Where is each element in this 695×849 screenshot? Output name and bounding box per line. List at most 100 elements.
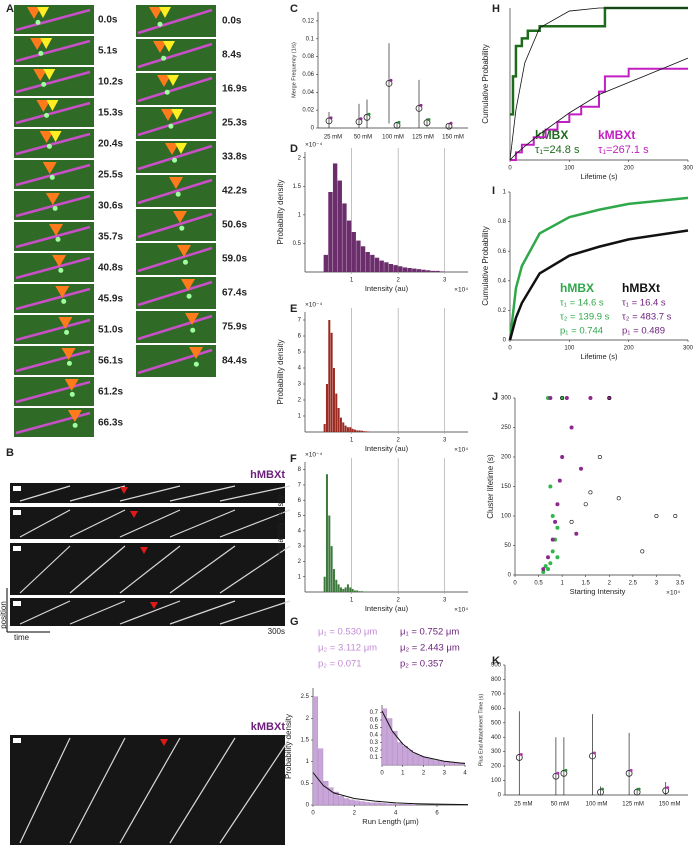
arrowhead xyxy=(27,7,41,19)
y-tick-label: 0 xyxy=(498,793,502,799)
time-label: 40.8s xyxy=(98,263,123,274)
filament xyxy=(15,163,91,187)
x-tick-label: 200 xyxy=(624,166,635,172)
data-point xyxy=(359,117,363,121)
filament xyxy=(15,194,91,218)
y-tick-label: 1 xyxy=(306,759,310,765)
cluster xyxy=(161,55,167,61)
y-tick-label: 7 xyxy=(298,483,302,489)
mean-point xyxy=(560,769,568,777)
x-tick-label: 1 xyxy=(560,581,564,587)
mean-point xyxy=(515,754,523,761)
arrowhead xyxy=(39,131,54,143)
mean-point xyxy=(355,118,363,126)
x-tick-label: 50 mM xyxy=(551,802,569,808)
mean-point xyxy=(325,117,333,125)
bar xyxy=(423,757,429,766)
annotation: τ₂ = 483.7 s xyxy=(622,312,672,323)
time-label: 20.4s xyxy=(98,139,123,150)
x-axis-label: Starting Intensity xyxy=(570,587,626,596)
kymograph xyxy=(10,543,285,595)
y-tick-label: 0.1 xyxy=(306,36,315,42)
x-tick-label: 125 mM xyxy=(412,135,434,141)
mean-point xyxy=(415,104,423,112)
point xyxy=(574,531,579,536)
time-label: 50.6s xyxy=(222,220,247,231)
filament xyxy=(15,318,91,342)
data-point xyxy=(419,103,423,107)
bar xyxy=(353,590,356,592)
x-tick-label: 2 xyxy=(396,278,400,284)
track xyxy=(69,509,126,538)
bar xyxy=(346,220,352,272)
y-tick-label: 0.2 xyxy=(370,748,379,754)
point xyxy=(555,525,560,530)
mean-point xyxy=(393,121,401,129)
bar xyxy=(323,576,326,592)
panel-label: E xyxy=(290,303,297,315)
arrowhead xyxy=(45,193,60,205)
bar xyxy=(330,332,333,432)
bar xyxy=(428,758,434,766)
y-tick-label: 50 xyxy=(504,543,511,549)
point xyxy=(597,454,602,459)
y-tick-label: 1 xyxy=(298,212,302,218)
bar xyxy=(323,781,329,806)
cluster xyxy=(157,21,163,27)
bar xyxy=(335,393,338,432)
bar xyxy=(412,753,419,766)
arrowhead xyxy=(43,69,56,80)
series-label: hMBXt xyxy=(622,281,660,295)
axis-exponent: ×10⁴ xyxy=(454,447,468,454)
y-axis-label: Plus End Attachment Time (s) xyxy=(478,694,484,767)
time-label: 45.9s xyxy=(98,294,123,305)
bar xyxy=(328,787,334,806)
time-label: 10.2s xyxy=(98,77,123,88)
bar xyxy=(323,254,328,272)
arrowhead xyxy=(49,131,62,142)
time-label: 84.4s xyxy=(222,356,247,367)
y-axis-label: Cumulative Probability xyxy=(481,44,490,124)
panel-label: I xyxy=(492,185,495,197)
scale-bar xyxy=(13,546,21,551)
point xyxy=(550,549,555,554)
arrowhead xyxy=(181,279,195,291)
bar xyxy=(344,587,347,592)
point xyxy=(555,555,560,560)
marker xyxy=(140,547,148,554)
time-label: 25.3s xyxy=(222,118,247,129)
panel-label: C xyxy=(290,3,298,15)
bar xyxy=(325,474,328,592)
time-label: 67.4s xyxy=(222,288,247,299)
bar xyxy=(392,731,398,766)
data-point xyxy=(519,752,523,756)
x-axis-label: Lifetime (s) xyxy=(580,352,618,361)
cluster xyxy=(58,267,64,273)
x-tick-label: 3 xyxy=(443,438,447,444)
cluster xyxy=(61,298,67,304)
bar xyxy=(328,192,333,272)
point xyxy=(545,567,550,572)
panel-label: F xyxy=(290,453,297,465)
bar xyxy=(318,748,324,806)
x-tick-label: 6 xyxy=(435,811,439,817)
track xyxy=(169,545,236,594)
cluster xyxy=(164,89,170,95)
bar xyxy=(402,746,408,766)
cluster xyxy=(49,174,55,180)
track xyxy=(19,737,71,844)
mean-point xyxy=(625,769,633,777)
filament xyxy=(137,212,213,239)
track xyxy=(169,485,236,502)
bar xyxy=(343,798,350,806)
x-tick-label: 0 xyxy=(513,581,517,587)
point xyxy=(548,561,553,566)
y-tick-label: 2 xyxy=(298,155,302,161)
time-label: 35.7s xyxy=(98,232,123,243)
kymograph xyxy=(10,507,285,539)
bar xyxy=(360,430,363,432)
bar xyxy=(349,799,355,806)
bar xyxy=(435,270,440,272)
mean-point xyxy=(552,772,560,780)
y-tick-label: 0.4 xyxy=(498,278,507,284)
